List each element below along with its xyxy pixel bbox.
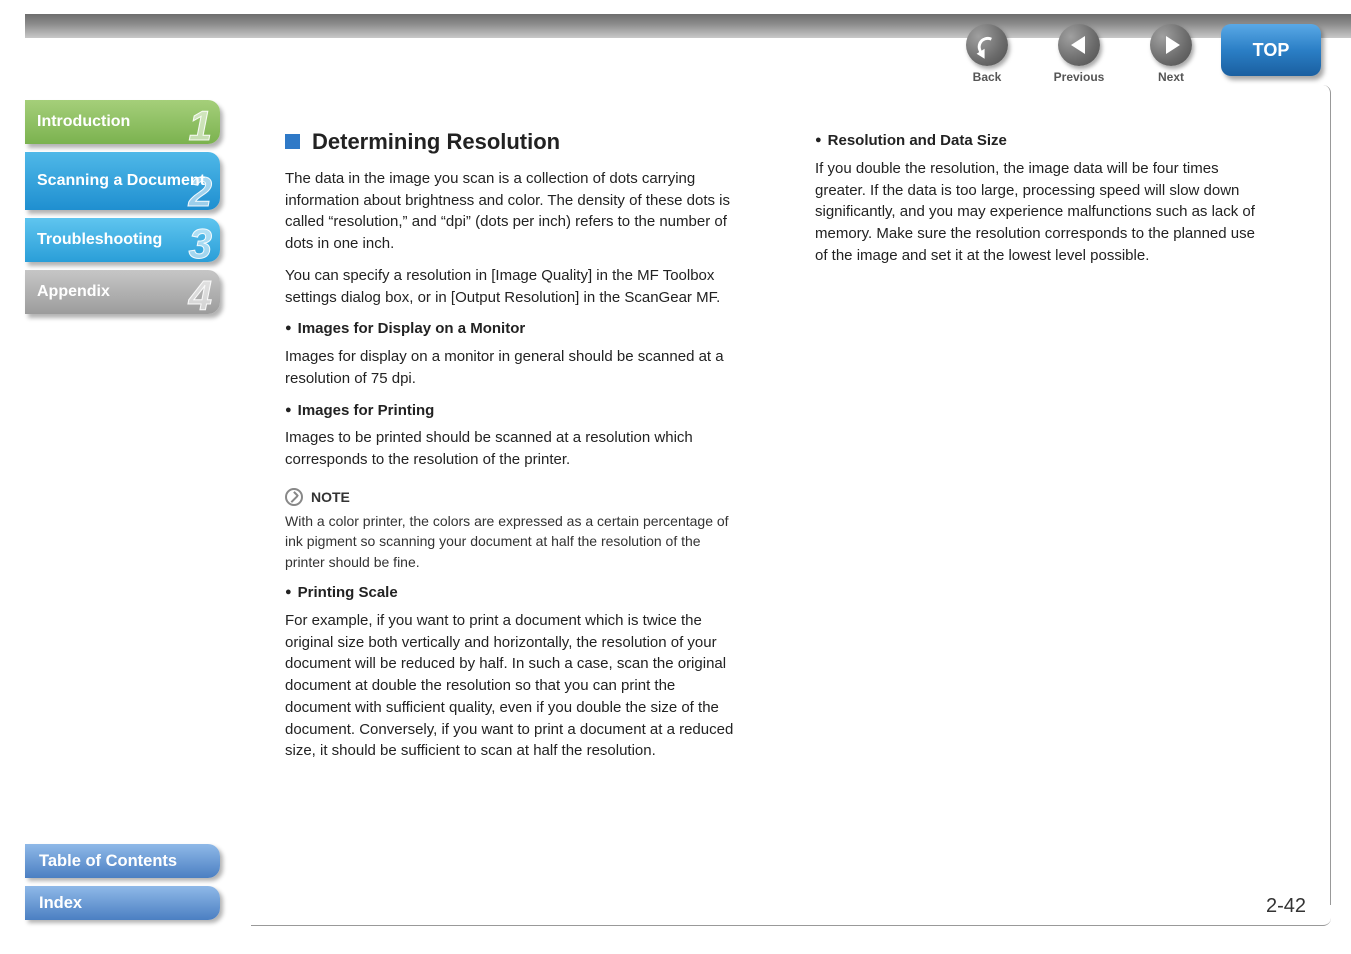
nav-next[interactable]: Next — [1141, 24, 1201, 84]
link-table-of-contents[interactable]: Table of Contents — [25, 844, 220, 878]
content-area: Determining Resolution The data in the i… — [285, 126, 1285, 772]
paragraph: Images for display on a monitor in gener… — [285, 346, 735, 390]
note-text: With a color printer, the colors are exp… — [285, 511, 735, 572]
note-label: NOTE — [311, 487, 350, 507]
left-column: Determining Resolution The data in the i… — [285, 126, 735, 772]
subheading-scale: Printing Scale — [285, 582, 735, 604]
tab-number: 3 — [189, 220, 212, 268]
tab-number: 4 — [189, 272, 212, 320]
paragraph: For example, if you want to print a docu… — [285, 610, 735, 762]
back-icon — [966, 24, 1008, 66]
top-button[interactable]: TOP — [1221, 24, 1321, 76]
nav-back-label: Back — [973, 70, 1002, 84]
page-frame-bottom — [251, 918, 1331, 926]
link-index[interactable]: Index — [25, 886, 220, 920]
right-column: Resolution and Data Size If you double t… — [815, 126, 1265, 772]
tab-label: Troubleshooting — [37, 231, 162, 249]
nav-previous-label: Previous — [1054, 70, 1105, 84]
tab-label: Scanning a Document — [37, 172, 205, 190]
sidebar-tab-troubleshooting[interactable]: Troubleshooting 3 — [25, 218, 220, 262]
page-number: 2-42 — [1266, 895, 1306, 918]
sidebar: Introduction 1 Scanning a Document 2 Tro… — [25, 100, 220, 322]
tab-number: 1 — [189, 102, 212, 150]
subheading-datasize: Resolution and Data Size — [815, 130, 1265, 152]
sidebar-tab-scanning[interactable]: Scanning a Document 2 — [25, 152, 220, 210]
section-title: Determining Resolution — [312, 126, 560, 158]
sidebar-tab-introduction[interactable]: Introduction 1 — [25, 100, 220, 144]
note-header: NOTE — [285, 487, 735, 507]
note-icon — [285, 488, 303, 506]
paragraph: The data in the image you scan is a coll… — [285, 168, 735, 255]
next-icon — [1150, 24, 1192, 66]
subheading-printing: Images for Printing — [285, 400, 735, 422]
paragraph: You can specify a resolution in [Image Q… — [285, 265, 735, 309]
nav-button-group: Back Previous Next — [957, 24, 1201, 84]
tab-label: Introduction — [37, 113, 130, 131]
square-bullet-icon — [285, 134, 300, 149]
nav-next-label: Next — [1158, 70, 1184, 84]
paragraph: Images to be printed should be scanned a… — [285, 427, 735, 471]
subheading-monitor: Images for Display on a Monitor — [285, 318, 735, 340]
nav-previous[interactable]: Previous — [1049, 24, 1109, 84]
nav-back[interactable]: Back — [957, 24, 1017, 84]
sidebar-tab-appendix[interactable]: Appendix 4 — [25, 270, 220, 314]
page-frame-right — [1323, 85, 1331, 905]
previous-icon — [1058, 24, 1100, 66]
bottom-link-group: Table of Contents Index — [25, 836, 220, 920]
paragraph: If you double the resolution, the image … — [815, 158, 1265, 267]
tab-label: Appendix — [37, 283, 110, 301]
top-bar: Back Previous Next TOP — [0, 0, 1351, 84]
tab-number: 2 — [189, 168, 212, 216]
section-heading: Determining Resolution — [285, 126, 735, 158]
